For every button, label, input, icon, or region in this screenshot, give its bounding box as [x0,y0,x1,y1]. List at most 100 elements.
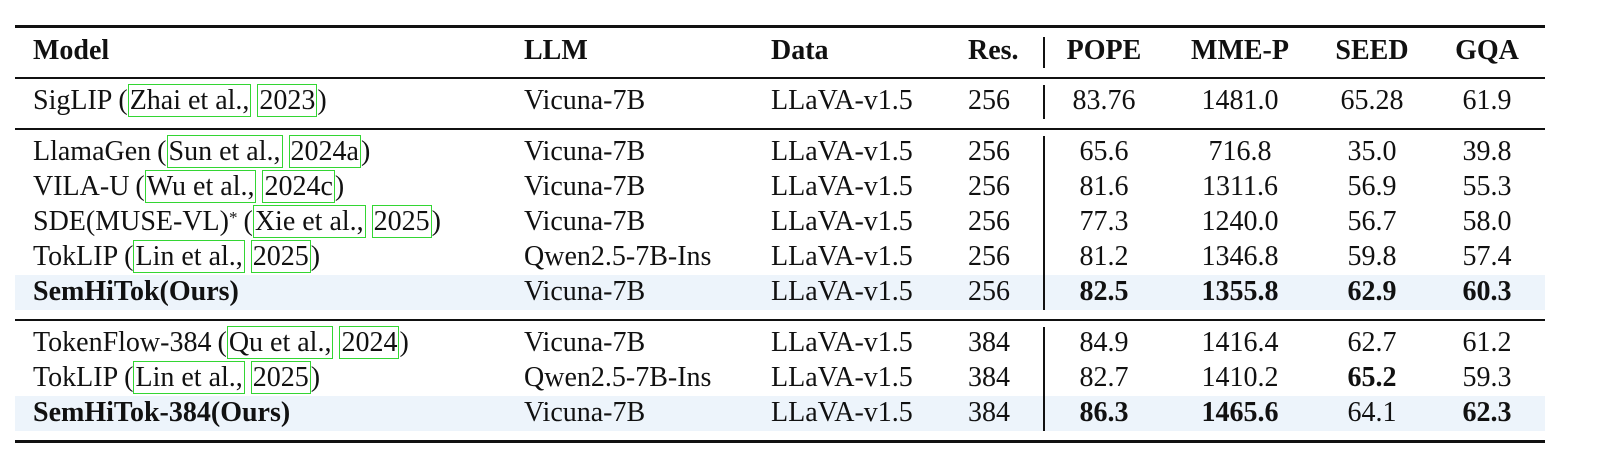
score-cell: 60.3 [1462,276,1512,307]
setting-cell: Vicuna-7B [524,327,646,358]
score-cell: 58.0 [1462,206,1512,237]
setting-cell: 256 [968,206,1010,237]
setting-cell: Qwen2.5-7B-Ins [524,362,712,393]
score-cell: 65.6 [1079,136,1129,167]
citation: (Lin et al., 2025) [124,361,321,394]
setting-cell: Vicuna-7B [524,136,646,167]
citation-paren: ) [317,85,327,116]
model-name: LlamaGen [33,136,152,167]
citation-paren: ( [118,85,128,116]
score-cell: 1346.8 [1201,241,1279,272]
citation-link[interactable]: Xie et al., [252,205,366,238]
score-cell: 56.9 [1347,171,1397,202]
citation-link[interactable]: 2023 [257,84,318,117]
rule [15,128,1545,130]
setting-cell: Vicuna-7B [524,276,646,307]
score-cell: 83.76 [1072,85,1136,116]
setting-cell: LLaVA-v1.5 [771,241,913,272]
citation-paren: ( [135,171,145,202]
score-cell: 81.2 [1079,241,1129,272]
column-header: POPE [1066,35,1142,66]
citation-link[interactable]: Wu et al., [144,170,257,203]
score-cell: 81.6 [1079,171,1129,202]
citation-paren: ) [310,362,321,393]
setting-cell: LLaVA-v1.5 [771,327,913,358]
setting-cell: LLaVA-v1.5 [771,206,913,237]
model-name: SemHiTok-384(Ours) [33,397,291,428]
score-cell: 1355.8 [1201,276,1279,307]
citation-paren: ) [399,327,409,358]
model-cell: SDE(MUSE-VL)* (Xie et al., 2025) [33,205,441,238]
citation-link[interactable]: 2024 [339,326,400,359]
score-cell: 61.2 [1462,327,1512,358]
citation-link[interactable]: 2024a [288,135,361,168]
model-name: TokenFlow-384 [33,327,212,358]
rule [15,319,1545,321]
model-cell: SigLIP (Zhai et al., 2023) [33,84,327,117]
setting-cell: LLaVA-v1.5 [771,276,913,307]
citation-link[interactable]: Sun et al., [166,135,283,168]
citation-paren: ( [124,241,134,272]
model-cell: TokLIP (Lin et al., 2025) [33,361,321,394]
score-cell: 82.5 [1079,276,1129,307]
highlight-band [15,275,1545,310]
citation-link[interactable]: 2025 [250,361,311,394]
setting-cell: 384 [968,362,1010,393]
footnote-mark: * [229,208,238,227]
score-cell: 82.7 [1079,362,1129,393]
citation-link[interactable]: 2024c [262,170,335,203]
citation-link[interactable]: Zhai et al., [127,84,252,117]
model-name: SDE(MUSE-VL) [33,206,229,237]
setting-cell: LLaVA-v1.5 [771,362,913,393]
citation: (Xie et al., 2025) [244,205,441,238]
setting-cell: LLaVA-v1.5 [771,85,913,116]
citation-paren: ( [124,362,134,393]
model-name: SigLIP [33,85,113,116]
citation-paren: ( [157,136,167,167]
setting-cell: LLaVA-v1.5 [771,171,913,202]
citation-paren: ) [360,136,371,167]
score-cell: 1311.6 [1202,171,1278,202]
column-header: SEED [1335,35,1409,66]
divider [1043,327,1045,431]
setting-cell: 256 [968,241,1010,272]
score-cell: 57.4 [1462,241,1512,272]
score-cell: 1410.2 [1201,362,1279,393]
citation: (Qu et al., 2024) [217,326,409,359]
score-cell: 39.8 [1462,136,1512,167]
score-cell: 1481.0 [1201,85,1279,116]
model-cell: TokLIP (Lin et al., 2025) [33,240,321,273]
score-cell: 1240.0 [1201,206,1279,237]
setting-cell: Vicuna-7B [524,397,646,428]
model-name: VILA-U [33,171,130,202]
setting-cell: Vicuna-7B [524,206,646,237]
score-cell: 65.2 [1347,362,1397,393]
citation-link[interactable]: Lin et al., [133,240,245,273]
score-cell: 716.8 [1208,136,1272,167]
model-cell: TokenFlow-384 (Qu et al., 2024) [33,326,409,359]
divider [1043,136,1045,310]
citation-link[interactable]: 2025 [250,240,311,273]
model-cell: VILA-U (Wu et al., 2024c) [33,170,345,203]
score-cell: 61.9 [1462,85,1512,116]
citation-link[interactable]: 2025 [371,205,432,238]
score-cell: 62.7 [1347,327,1397,358]
divider [1043,37,1045,68]
model-cell: LlamaGen (Sun et al., 2024a) [33,135,371,168]
setting-cell: 384 [968,327,1010,358]
citation-link[interactable]: Qu et al., [226,326,334,359]
citation-paren: ) [431,206,441,237]
citation-paren: ) [310,241,321,272]
setting-cell: Vicuna-7B [524,85,646,116]
setting-cell: 256 [968,276,1010,307]
column-header: MME-P [1191,35,1289,66]
setting-cell: 256 [968,136,1010,167]
score-cell: 84.9 [1079,327,1129,358]
score-cell: 77.3 [1079,206,1129,237]
citation-link[interactable]: Lin et al., [133,361,245,394]
citation-paren: ) [334,171,345,202]
setting-cell: 256 [968,171,1010,202]
score-cell: 35.0 [1347,136,1397,167]
score-cell: 62.9 [1347,276,1397,307]
